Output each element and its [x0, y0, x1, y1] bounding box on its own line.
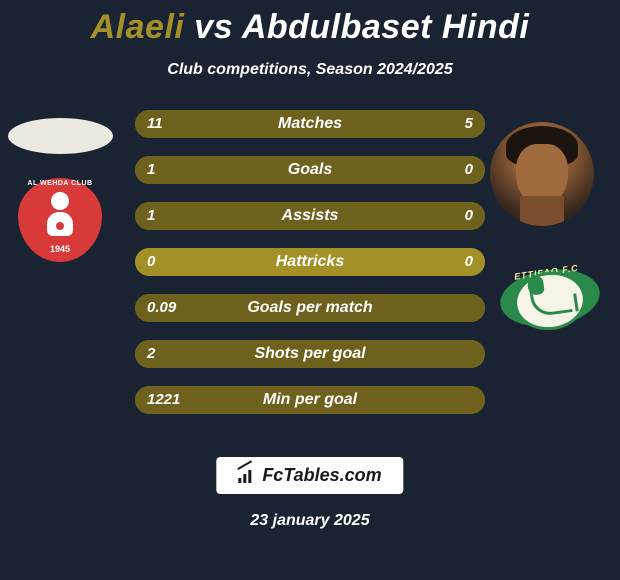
- stat-label: Goals: [135, 156, 485, 184]
- stat-value-a: 1221: [147, 386, 180, 414]
- stat-value-a: 1: [147, 156, 155, 184]
- stat-value-a: 1: [147, 202, 155, 230]
- stat-value-a: 2: [147, 340, 155, 368]
- stat-value-b: 5: [465, 110, 473, 138]
- stat-label: Assists: [135, 202, 485, 230]
- club-a-figure-icon: [44, 192, 76, 236]
- club-b-badge: ETTIFAQ F.C: [500, 258, 600, 344]
- horse-icon: [529, 282, 573, 317]
- stat-row: Goals per match0.09: [135, 294, 485, 322]
- stat-label: Min per goal: [135, 386, 485, 414]
- stat-value-a: 0.09: [147, 294, 176, 322]
- club-a-name: AL WEHDA CLUB: [18, 180, 102, 187]
- stat-row: Shots per goal2: [135, 340, 485, 368]
- player-b-avatar: [490, 122, 594, 226]
- title-player-a: Alaeli: [91, 8, 185, 46]
- stat-label: Shots per goal: [135, 340, 485, 368]
- title-vs: vs: [194, 8, 233, 46]
- player-a-avatar: [8, 118, 113, 154]
- stat-label: Hattricks: [135, 248, 485, 276]
- brand-text: FcTables.com: [262, 465, 381, 486]
- title-player-b: Abdulbaset Hindi: [242, 8, 530, 46]
- stat-row: Goals1 0: [135, 156, 485, 184]
- footer-date: 23 january 2025: [0, 512, 620, 530]
- stat-row: Min per goal1221: [135, 386, 485, 414]
- club-a-year: 1945: [18, 244, 102, 254]
- stat-value-b: 0: [465, 248, 473, 276]
- stat-value-a: 11: [147, 110, 163, 138]
- brand-box: FcTables.com: [216, 457, 403, 494]
- stat-label: Matches: [135, 110, 485, 138]
- bar-chart-icon: [238, 469, 256, 483]
- club-a-badge: AL WEHDA CLUB 1945: [18, 178, 102, 262]
- subtitle: Club competitions, Season 2024/2025: [0, 61, 620, 79]
- club-a-shield: AL WEHDA CLUB 1945: [18, 178, 102, 262]
- page-title: Alaeli vs Abdulbaset Hindi: [0, 0, 620, 47]
- stat-label: Goals per match: [135, 294, 485, 322]
- stat-value-b: 0: [465, 202, 473, 230]
- stat-row: Hattricks0 0: [135, 248, 485, 276]
- stat-row: Assists1 0: [135, 202, 485, 230]
- stat-value-b: 0: [465, 156, 473, 184]
- stat-value-a: 0: [147, 248, 155, 276]
- stat-row: Matches11 5: [135, 110, 485, 138]
